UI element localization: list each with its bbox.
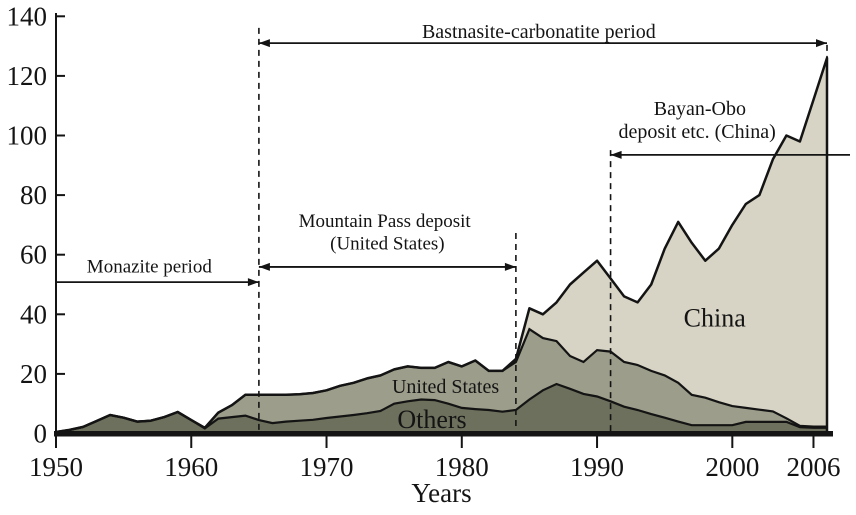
x-axis-line [54,431,833,437]
x-tick-label-2006: 2006 [786,452,840,482]
x-tick-label-1980: 1980 [435,452,489,482]
x-tick-label-1950: 1950 [29,452,83,482]
series-china-area [56,58,827,434]
annotation-mountain-pass-deposit-text-1: (United States) [330,234,445,255]
x-tick-label-1990: 1990 [570,452,624,482]
x-tick-label-1970: 1970 [300,452,354,482]
y-tick-label-40: 40 [20,299,47,329]
annotation-monazite-period-text-0: Monazite period [87,257,213,278]
annotation-bastnasite-carbonatite-period-text-0: Bastnasite-carbonatite period [422,21,656,43]
annotation-mountain-pass-deposit-text-0: Mountain Pass deposit [299,211,472,232]
x-tick-label-2000: 2000 [705,452,759,482]
annotation-bayan-obo-deposit-text-1: deposit etc. (China) [619,121,776,143]
y-tick-label-0: 0 [34,419,48,449]
total-production-line [55,56,829,434]
area-label-china: China [684,303,747,332]
y-tick-label-140: 140 [7,1,48,31]
y-tick-label-100: 100 [7,121,48,151]
annotation-mountain-pass-deposit: Mountain Pass deposit(United States) [258,211,516,271]
area-label-united-states: United States [392,376,499,398]
annotation-bastnasite-carbonatite-period: Bastnasite-carbonatite period [258,21,827,48]
y-tick-label-80: 80 [20,180,47,210]
series-others-area [56,384,827,434]
x-axis-title: Years [411,478,471,508]
y-tick-label-120: 120 [7,61,48,91]
x-tick-label-1960: 1960 [164,452,218,482]
y-tick-label-60: 60 [20,240,47,270]
y-axis-ticks: 0 20 40 60 80 100 120 140 [7,1,65,449]
series-united-states-area [56,329,827,434]
annotation-monazite-period: Monazite period [56,257,259,287]
annotation-bayan-obo-deposit-text-0: Bayan-Obo [654,98,746,120]
area-label-others: Others [397,405,466,434]
x-axis-ticks: 1950 1960 1970 1980 1990 2000 2006 [29,436,840,482]
y-tick-label-20: 20 [20,359,47,389]
